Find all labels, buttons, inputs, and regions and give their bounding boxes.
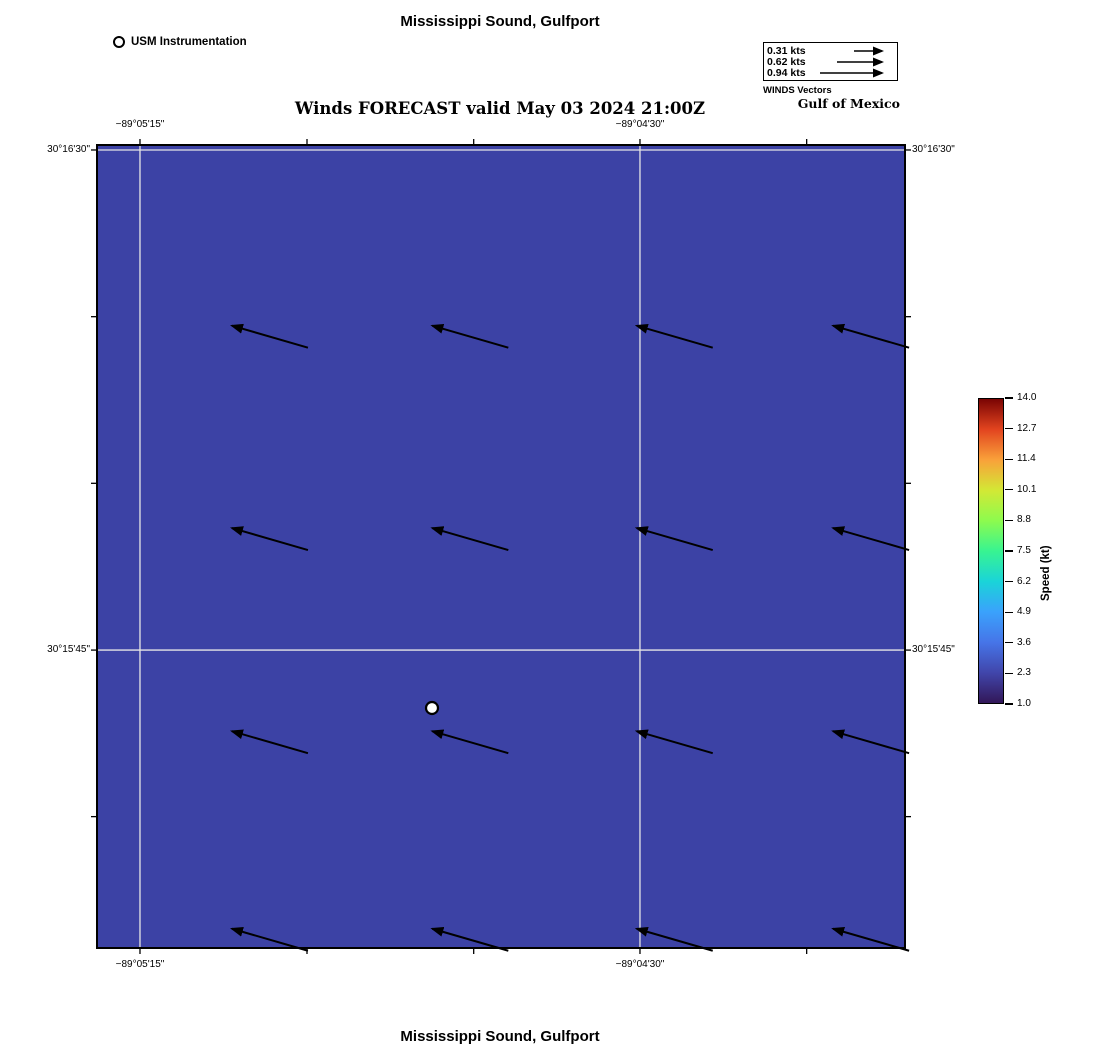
wind-vector-arrow <box>634 729 714 755</box>
station-marker-icon <box>113 36 125 48</box>
wind-vector-arrow <box>430 729 509 755</box>
wind-vector-arrow <box>430 323 509 349</box>
colorbar-tick <box>1005 489 1013 491</box>
x-axis-label-bottom-left: −89°05'15" <box>115 959 165 970</box>
colorbar-tick-label: 3.6 <box>1017 636 1031 648</box>
vector-legend-caption: WINDS Vectors <box>763 85 832 96</box>
vector-legend-arrow-icon <box>854 46 884 55</box>
graticule-lines <box>97 145 905 948</box>
region-label: Gulf of Mexico <box>797 96 900 111</box>
vector-legend-arrow-icon <box>837 57 884 66</box>
colorbar-axis-label: Speed (kt) <box>1040 545 1052 601</box>
colorbar-tick <box>1005 458 1013 460</box>
wind-vector-arrow <box>230 729 309 755</box>
x-axis-label-bottom-right: −89°04'30" <box>615 959 665 970</box>
colorbar-tick <box>1005 550 1013 552</box>
vector-legend-row: 0.31 kts <box>767 44 894 57</box>
colorbar <box>978 398 1004 704</box>
colorbar-tick-label: 11.4 <box>1017 453 1036 465</box>
x-axis-label-top-right: −89°04'30" <box>615 119 665 130</box>
wind-vector-arrow <box>230 323 309 349</box>
vector-legend-label: 0.94 kts <box>767 66 806 79</box>
colorbar-tick <box>1005 703 1013 705</box>
colorbar-tick <box>1005 581 1013 583</box>
wind-vector-arrow <box>430 526 509 551</box>
station-marker <box>424 700 440 716</box>
colorbar-tick-label: 1.0 <box>1017 698 1031 709</box>
colorbar-tick <box>1005 428 1013 430</box>
footer-title: Mississippi Sound, Gulfport <box>400 1028 600 1045</box>
colorbar-tick-label: 14.0 <box>1017 392 1037 403</box>
colorbar-tick <box>1005 672 1013 674</box>
vector-legend-label: 0.31 kts <box>767 44 806 57</box>
wind-vector-arrow <box>831 323 910 349</box>
vector-legend-row: 0.94 kts <box>767 66 894 79</box>
y-axis-label-right-top: 30°16'30" <box>912 144 955 155</box>
colorbar-tick-label: 8.8 <box>1017 514 1031 526</box>
colorbar-ticks: 14.0 12.7 11.4 10.1 8.8 7.5 6.2 4.9 3.6 2.3 1.0 <box>1005 393 1075 709</box>
colorbar-tick-label: 4.9 <box>1017 606 1031 618</box>
wind-vector-arrow <box>831 526 910 551</box>
x-axis-label-top-left: −89°05'15" <box>115 119 165 130</box>
colorbar-tick-label: 6.2 <box>1017 575 1031 587</box>
usm-instrumentation-legend: USM Instrumentation <box>113 36 247 48</box>
wind-forecast-map <box>91 139 911 954</box>
colorbar-tick <box>1005 519 1013 521</box>
vector-legend-arrow-icon <box>820 68 884 77</box>
y-axis-label-left-top: 30°16'30" <box>47 144 90 155</box>
wind-vector-arrow <box>831 729 910 755</box>
colorbar-tick-label: 2.3 <box>1017 667 1031 679</box>
colorbar-tick-label: 7.5 <box>1017 545 1031 556</box>
colorbar-tick <box>1005 642 1013 644</box>
plot-title: Winds FORECAST valid May 03 2024 21:00Z <box>294 99 706 118</box>
y-axis-label-right-bottom: 30°15'45" <box>912 644 955 655</box>
map-frame <box>96 144 906 949</box>
vector-legend-label: 0.62 kts <box>767 55 806 68</box>
y-axis-label-left-bottom: 30°15'45" <box>47 644 90 655</box>
wind-vector-arrow <box>634 526 714 551</box>
map-sea-surface <box>97 145 905 948</box>
usm-legend-label: USM Instrumentation <box>131 36 247 48</box>
colorbar-tick <box>1005 611 1013 613</box>
wind-vector-scale-legend: 0.31 kts 0.62 kts 0.94 kts <box>763 42 898 81</box>
wind-vector-arrow <box>230 526 309 551</box>
colorbar-tick <box>1005 397 1013 399</box>
colorbar-tick-label: 10.1 <box>1017 483 1037 495</box>
wind-vector-arrow <box>634 323 714 349</box>
colorbar-tick-label: 12.7 <box>1017 422 1037 434</box>
page-title: Mississippi Sound, Gulfport <box>400 13 600 30</box>
vector-legend-row: 0.62 kts <box>767 55 894 68</box>
